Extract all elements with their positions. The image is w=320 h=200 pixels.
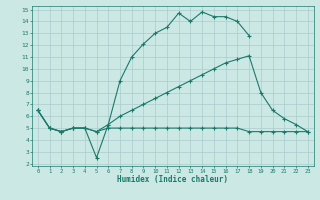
X-axis label: Humidex (Indice chaleur): Humidex (Indice chaleur): [117, 175, 228, 184]
